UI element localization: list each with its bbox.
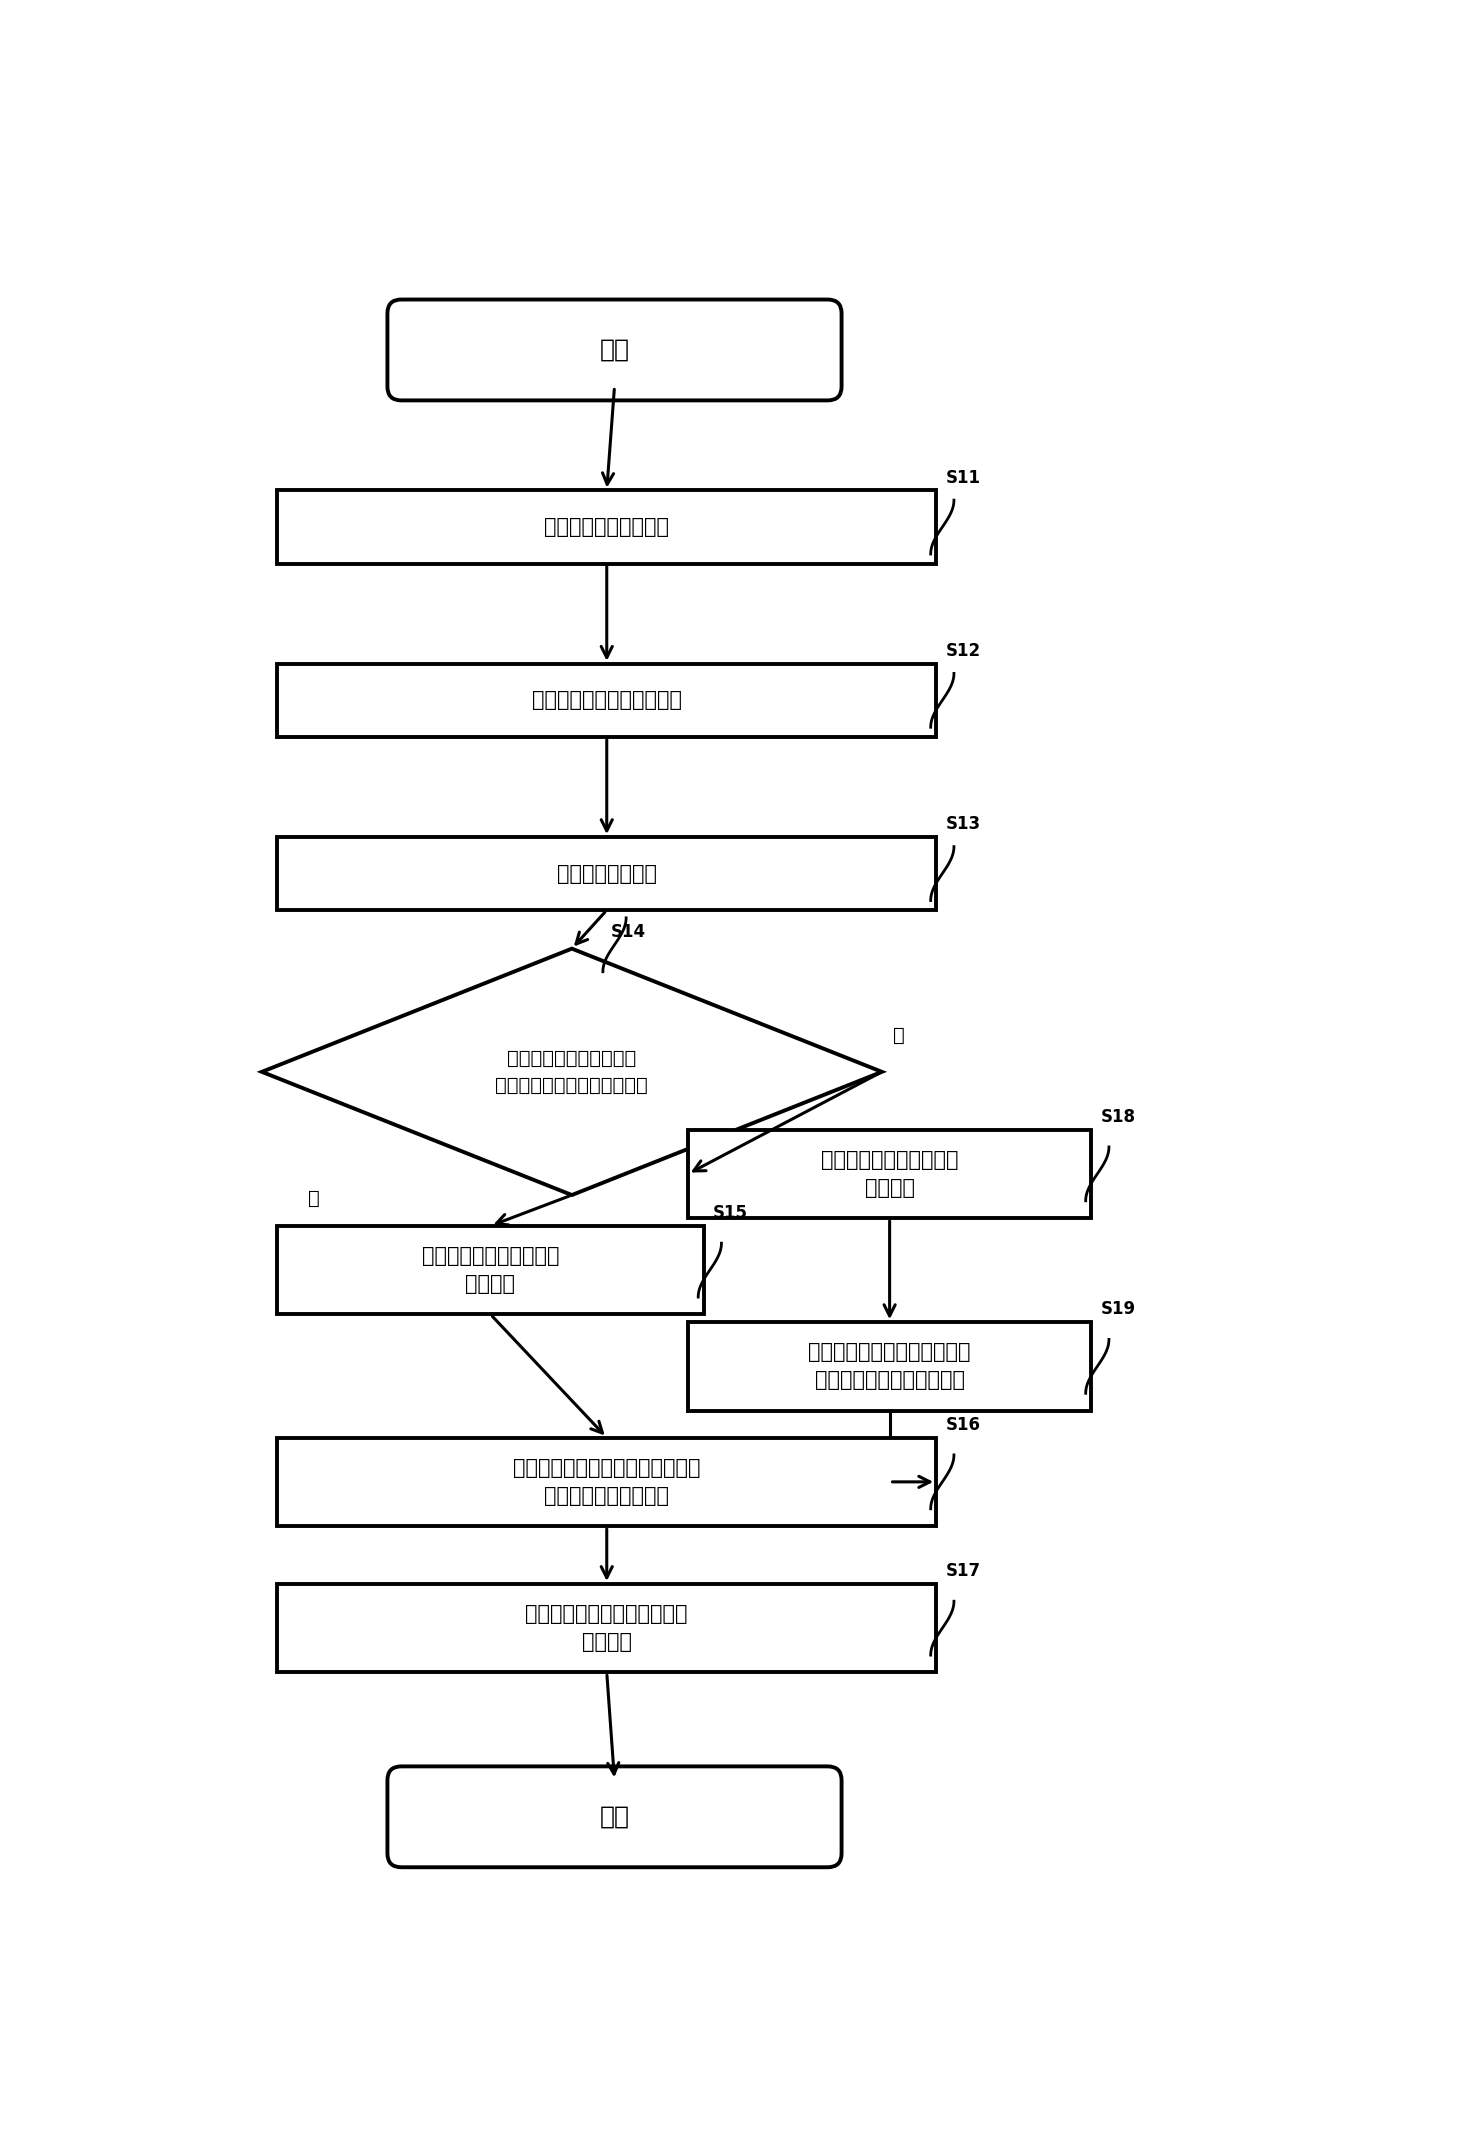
Text: S16: S16 [945, 1416, 981, 1434]
Text: S14: S14 [611, 923, 646, 940]
Text: S12: S12 [945, 642, 981, 660]
Text: S17: S17 [945, 1563, 981, 1580]
Polygon shape [263, 949, 882, 1194]
Text: 从电视机接收反馈视频信号: 从电视机接收反馈视频信号 [532, 690, 681, 709]
Bar [689, 1322, 1092, 1410]
Text: 向电视机输送经过信号处理的
视频信号: 向电视机输送经过信号处理的 视频信号 [525, 1604, 687, 1651]
Text: 输送到电视机的视频信号按照隔行
扫描方式进行信号处理: 输送到电视机的视频信号按照隔行 扫描方式进行信号处理 [513, 1457, 701, 1505]
Bar [277, 664, 937, 737]
FancyBboxPatch shape [388, 300, 842, 401]
Text: S11: S11 [945, 468, 981, 487]
FancyBboxPatch shape [388, 1766, 842, 1867]
Text: 向电视机输出视频信号: 向电视机输出视频信号 [544, 517, 670, 537]
Text: 检测垂直同步信号: 检测垂直同步信号 [556, 865, 656, 884]
Text: S19: S19 [1100, 1300, 1136, 1317]
Bar [689, 1130, 1092, 1218]
Text: 输送到电视机的视频信号按照
逐行扫描方式进行信号处理: 输送到电视机的视频信号按照 逐行扫描方式进行信号处理 [808, 1343, 971, 1391]
Bar [277, 1585, 937, 1673]
Bar [277, 492, 937, 563]
Bar [277, 837, 937, 910]
Text: 判断电视机采用的是逐行
扫描方式: 判断电视机采用的是逐行 扫描方式 [822, 1149, 959, 1199]
Text: S13: S13 [945, 815, 981, 832]
Text: 否: 否 [894, 1026, 906, 1046]
Text: S15: S15 [712, 1205, 748, 1222]
Bar [277, 1438, 937, 1526]
Text: 判断垂直同步信号的周期
是否为隔行扫描方式的周期？: 判断垂直同步信号的周期 是否为隔行扫描方式的周期？ [496, 1050, 648, 1095]
Text: 判断电视机采用的是隔行
扫描方式: 判断电视机采用的是隔行 扫描方式 [422, 1246, 559, 1294]
Text: 是: 是 [308, 1190, 320, 1207]
Bar [277, 1227, 704, 1315]
Text: 开始: 开始 [599, 338, 630, 362]
Text: S18: S18 [1100, 1108, 1136, 1125]
Text: 结束: 结束 [599, 1805, 630, 1828]
